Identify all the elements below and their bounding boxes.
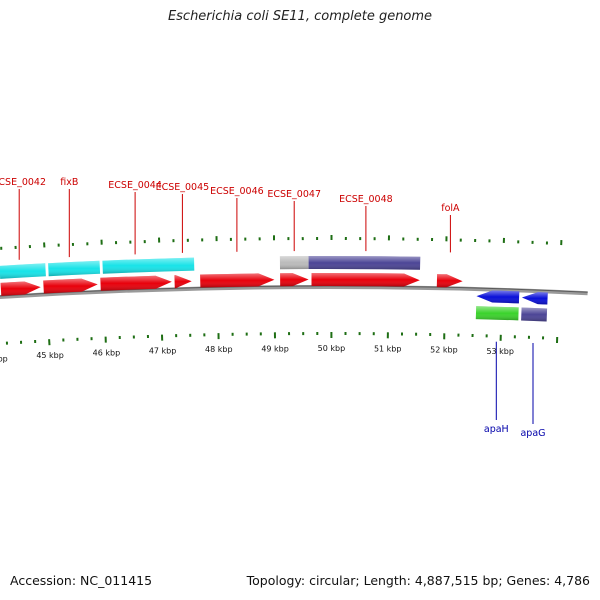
- gene-label-forward[interactable]: ECSE_0044: [108, 180, 162, 191]
- kbp-label: 44 kbp: [0, 354, 8, 363]
- reverse-cds-track: [476, 290, 548, 305]
- gene-label-reverse[interactable]: apaH: [484, 424, 509, 435]
- gene-label-forward[interactable]: ECSE_0042: [0, 177, 46, 188]
- gene-label-forward[interactable]: folA: [441, 203, 460, 214]
- cds-arrow-shade: [0, 281, 41, 296]
- kbp-label: 48 kbp: [205, 345, 233, 354]
- backbone-edge: [0, 285, 588, 297]
- outer-feature-track: [0, 255, 421, 279]
- kbp-label: 52 kbp: [430, 345, 458, 354]
- gene-label-reverse[interactable]: apaG: [520, 428, 545, 439]
- outer-tick-row: [0, 235, 563, 250]
- kbp-label: 51 kbp: [374, 344, 402, 353]
- forward-cds-track: [0, 272, 463, 296]
- cds-arrow-shade: [280, 273, 309, 287]
- kbp-label: 49 kbp: [261, 344, 289, 353]
- cds-arrow-shade: [436, 274, 463, 288]
- accession-text: Accession: NC_011415: [10, 573, 153, 588]
- kbp-label: 47 kbp: [149, 347, 177, 356]
- gene-label-forward[interactable]: ECSE_0045: [156, 182, 210, 193]
- cds-arrow-shade: [476, 290, 520, 304]
- gene-label-forward[interactable]: ECSE_0047: [267, 189, 321, 200]
- feature-shade: [521, 307, 548, 322]
- feature-shade: [48, 260, 101, 277]
- kbp-label: 53 kbp: [486, 347, 514, 356]
- backbone-line: [0, 285, 588, 300]
- feature-shade: [0, 263, 46, 279]
- inner-tick-row: [5, 332, 559, 346]
- topology-text: Topology: circular; Length: 4,887,515 bp…: [246, 573, 590, 588]
- cds-arrow-shade: [521, 292, 548, 305]
- kbp-label: 50 kbp: [318, 344, 346, 353]
- gene-labels: ECSE_0042 fixB ECSE_0044ECSE_0045ECSE_0046…: [0, 177, 546, 439]
- cds-arrow-shade: [311, 272, 420, 287]
- feature-shade: [308, 255, 421, 270]
- kbp-label: 45 kbp: [36, 351, 64, 360]
- feature-shade: [279, 256, 309, 270]
- feature-shade: [475, 306, 519, 321]
- gene-label-forward[interactable]: ECSE_0048: [339, 194, 393, 205]
- cds-arrow-shade: [43, 278, 98, 294]
- map-title: Escherichia coli SE11, complete genome: [167, 9, 433, 24]
- cds-arrow-shade: [174, 275, 192, 289]
- cds-arrow-shade: [200, 273, 275, 288]
- inner-feature-track: [475, 306, 548, 322]
- cds-arrow-shade: [100, 275, 172, 291]
- genome-backbone: [0, 285, 588, 300]
- gene-label-forward[interactable]: fixB: [60, 177, 78, 188]
- feature-shade: [102, 257, 195, 274]
- gene-label-forward[interactable]: ECSE_0046: [210, 186, 264, 197]
- kbp-label: 46 kbp: [93, 349, 121, 358]
